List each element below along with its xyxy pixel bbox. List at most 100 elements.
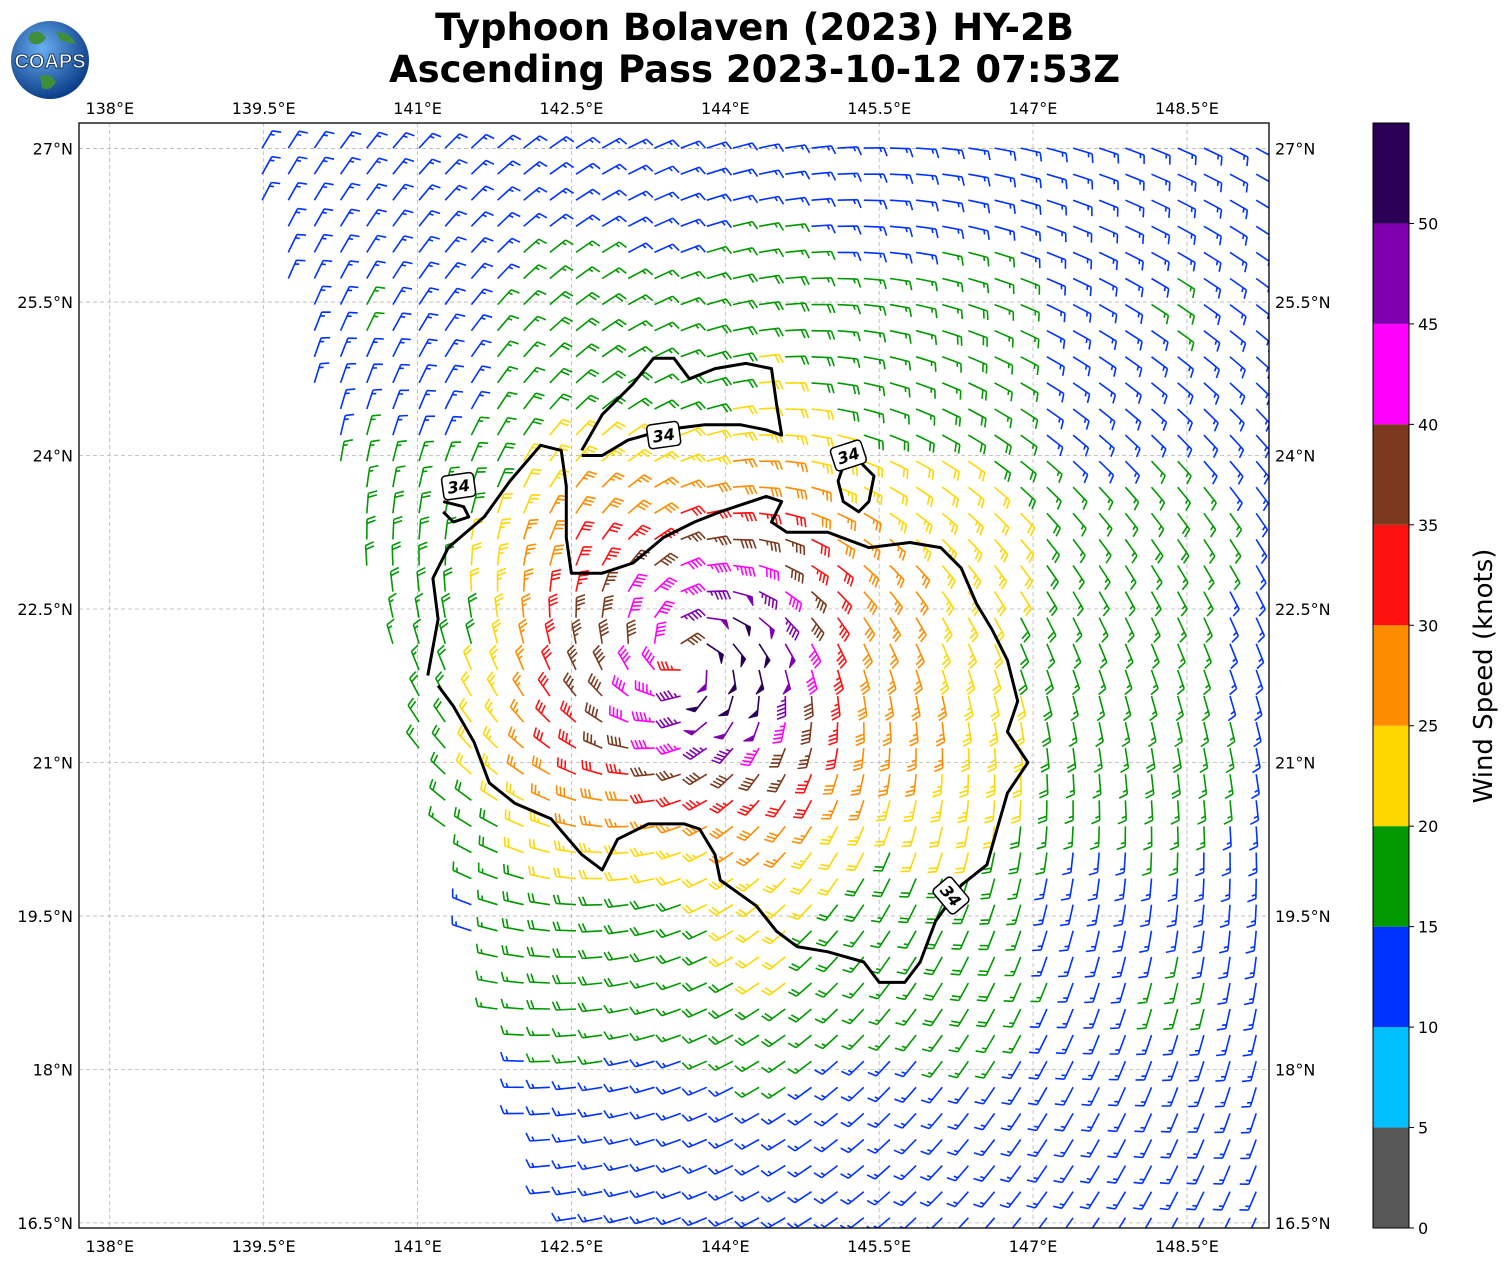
wind-barb bbox=[1125, 251, 1144, 271]
wind-barb bbox=[942, 329, 963, 346]
wind-barb bbox=[654, 243, 680, 254]
wind-barb bbox=[711, 747, 734, 764]
wind-barb bbox=[603, 1162, 629, 1172]
wind-barb bbox=[518, 618, 528, 644]
wind-barb bbox=[1229, 617, 1240, 643]
wind-barb bbox=[759, 512, 782, 525]
wind-barb bbox=[707, 1164, 734, 1175]
wind-barb bbox=[1098, 565, 1111, 591]
wind-barb bbox=[898, 904, 917, 924]
wind-barb bbox=[313, 156, 335, 175]
wind-barb bbox=[732, 325, 759, 336]
wind-barb bbox=[1124, 617, 1135, 643]
wind-barb bbox=[500, 971, 524, 984]
wind-barb bbox=[366, 464, 379, 488]
wind-barb bbox=[575, 570, 590, 592]
wind-barb bbox=[1125, 277, 1144, 298]
wind-barb bbox=[630, 739, 655, 750]
wind-barb bbox=[866, 1191, 891, 1206]
wind-barb bbox=[1215, 1060, 1231, 1082]
wind-barb bbox=[465, 618, 475, 645]
wind-barb bbox=[1177, 173, 1197, 192]
contour-label-34: 34 bbox=[645, 420, 682, 450]
wind-barb bbox=[811, 460, 834, 475]
wind-barb bbox=[549, 544, 565, 566]
wind-barb bbox=[895, 1008, 917, 1026]
wind-barb bbox=[1081, 1086, 1100, 1107]
wind-barb bbox=[840, 1060, 865, 1076]
wind-barb bbox=[1144, 800, 1154, 825]
wind-barb bbox=[1162, 1060, 1179, 1082]
wind-barb bbox=[1203, 251, 1222, 272]
wind-barb bbox=[772, 721, 787, 744]
wind-barb bbox=[889, 617, 902, 643]
wind-barb bbox=[627, 448, 653, 462]
wind-barb bbox=[732, 538, 757, 549]
wind-barb bbox=[994, 303, 1015, 321]
wind-barb bbox=[655, 902, 681, 913]
wind-barb bbox=[947, 1086, 970, 1105]
wind-barb bbox=[1199, 747, 1209, 774]
wind-barb bbox=[920, 1112, 943, 1130]
wind-barb bbox=[1098, 147, 1120, 164]
wind-barb bbox=[482, 725, 499, 749]
wind-barb bbox=[1007, 878, 1022, 901]
wind-barb bbox=[1020, 303, 1040, 322]
wind-barb bbox=[967, 565, 982, 590]
wind-barb bbox=[641, 646, 656, 671]
wind-barb bbox=[837, 198, 862, 209]
colorbar-bin bbox=[1373, 424, 1409, 525]
wind-barb bbox=[913, 669, 923, 696]
wind-barb bbox=[525, 1185, 550, 1195]
wind-barb bbox=[784, 564, 804, 584]
wind-barb bbox=[1030, 982, 1048, 1003]
wind-barb bbox=[941, 512, 959, 536]
wind-barb bbox=[366, 208, 387, 227]
wind-barb bbox=[734, 982, 760, 995]
wind-barb bbox=[1124, 330, 1143, 351]
wind-barb bbox=[627, 190, 654, 201]
colorbar-bin bbox=[1373, 323, 1409, 425]
wind-barb bbox=[503, 863, 524, 880]
wind-barb bbox=[765, 799, 786, 818]
wind-barb bbox=[1072, 277, 1092, 297]
wind-barb bbox=[889, 460, 909, 479]
wind-barb bbox=[941, 460, 960, 481]
wind-barb bbox=[811, 277, 836, 287]
wind-barb bbox=[967, 460, 986, 482]
wind-barb-pennant bbox=[719, 618, 730, 630]
wind-barb bbox=[1020, 538, 1035, 563]
wind-barb bbox=[948, 1034, 970, 1053]
wind-barb bbox=[431, 724, 446, 749]
wind-barb bbox=[433, 697, 446, 723]
wind-barb bbox=[706, 324, 733, 334]
wind-barb bbox=[491, 618, 502, 645]
y-tick-label-right: 19.5°N bbox=[1275, 907, 1331, 926]
wind-barb bbox=[915, 564, 931, 589]
wind-barb bbox=[1203, 199, 1223, 219]
y-tick-label-left: 21°N bbox=[33, 753, 73, 772]
wind-barb bbox=[784, 590, 803, 613]
wind-barb bbox=[1229, 173, 1249, 193]
wind-barb bbox=[915, 486, 934, 508]
wind-barb bbox=[470, 442, 489, 462]
wind-barb bbox=[889, 538, 907, 561]
wind-barb bbox=[785, 144, 811, 154]
wind-barb bbox=[577, 1029, 603, 1039]
wind-barb bbox=[575, 162, 601, 175]
wind-barb bbox=[1212, 1191, 1231, 1211]
wind-barb bbox=[866, 1165, 891, 1180]
wind-barb bbox=[680, 427, 706, 437]
wind-barb bbox=[313, 336, 331, 358]
wind-barb bbox=[813, 1112, 839, 1127]
wind-barb bbox=[1072, 538, 1086, 564]
wind-barb bbox=[1072, 565, 1085, 590]
colorbar-bin bbox=[1373, 123, 1409, 224]
wind-barb bbox=[845, 852, 865, 872]
wind-barb bbox=[523, 264, 547, 280]
wind-barb bbox=[1147, 721, 1157, 748]
wind-barb bbox=[760, 1138, 786, 1151]
wind-barb bbox=[366, 183, 388, 201]
wind-barb bbox=[654, 321, 680, 332]
wind-barb bbox=[811, 171, 837, 181]
